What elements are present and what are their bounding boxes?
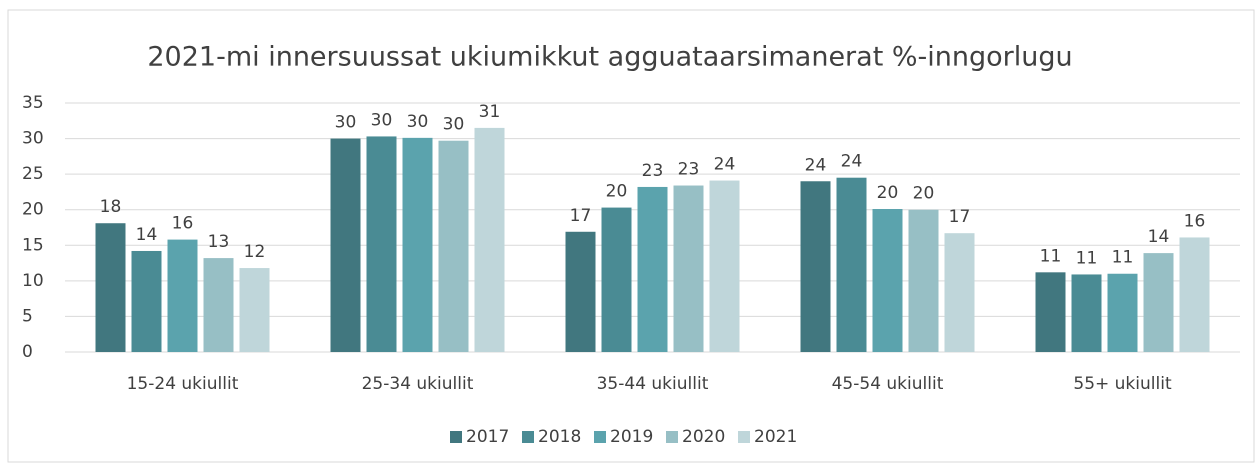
value-label: 30 [335, 113, 357, 133]
value-label: 16 [1184, 211, 1206, 231]
bar [1071, 274, 1102, 352]
x-tick-label: 25-34 ukiullit [362, 374, 474, 394]
value-label: 16 [172, 214, 194, 234]
bar [330, 138, 361, 352]
y-tick-label: 25 [22, 164, 44, 184]
x-tick-label: 55+ ukiullit [1073, 374, 1172, 394]
value-label: 30 [407, 112, 429, 132]
bar [709, 180, 740, 352]
bar [944, 233, 975, 352]
value-label: 14 [136, 225, 158, 245]
value-label: 23 [642, 161, 664, 181]
y-tick-label: 0 [22, 342, 33, 362]
x-tick-label: 45-54 ukiullit [832, 374, 944, 394]
value-label: 24 [805, 155, 827, 175]
legend-label: 2019 [610, 427, 653, 447]
value-label: 12 [244, 242, 266, 262]
bar [438, 140, 469, 352]
y-tick-label: 30 [22, 129, 44, 149]
bar [167, 239, 198, 352]
bar [673, 185, 704, 352]
value-label: 18 [100, 197, 122, 217]
value-label: 30 [371, 110, 393, 130]
value-label: 20 [606, 182, 628, 202]
bar [131, 250, 162, 352]
y-tick-label: 5 [22, 306, 33, 326]
bar [1179, 237, 1210, 352]
legend-label: 2017 [466, 427, 509, 447]
y-tick-label: 20 [22, 200, 44, 220]
bar [800, 181, 831, 352]
value-label: 11 [1112, 248, 1134, 268]
value-label: 14 [1148, 227, 1170, 247]
value-label: 17 [949, 207, 971, 227]
x-tick-label: 35-44 ukiullit [597, 374, 709, 394]
legend-swatch [594, 431, 606, 443]
bar [836, 177, 867, 352]
value-label: 20 [913, 184, 935, 204]
legend-label: 2018 [538, 427, 581, 447]
value-label: 31 [479, 102, 501, 122]
bar [872, 209, 903, 352]
bar [1143, 253, 1174, 352]
bar [203, 258, 234, 352]
bar [637, 186, 668, 352]
legend-label: 2020 [682, 427, 725, 447]
legend-swatch [450, 431, 462, 443]
value-label: 13 [208, 232, 230, 252]
bar [239, 268, 270, 352]
chart-title: 2021-mi innersuussat ukiumikkut agguataa… [147, 42, 1072, 73]
y-tick-label: 10 [22, 271, 44, 291]
bar [366, 136, 397, 352]
bar [601, 207, 632, 352]
bar [474, 127, 505, 353]
bar [95, 223, 126, 352]
value-label: 11 [1076, 248, 1098, 268]
legend-label: 2021 [754, 427, 797, 447]
bar [402, 137, 433, 352]
value-label: 24 [714, 155, 736, 175]
y-tick-label: 15 [22, 235, 44, 255]
legend-swatch [666, 431, 678, 443]
value-label: 11 [1040, 246, 1062, 266]
value-label: 24 [841, 152, 863, 172]
value-label: 17 [570, 206, 592, 226]
bar [565, 231, 596, 352]
legend-swatch [522, 431, 534, 443]
bar [1035, 272, 1066, 352]
legend-swatch [738, 431, 750, 443]
y-tick-label: 35 [22, 93, 44, 113]
bar [908, 209, 939, 352]
value-label: 20 [877, 183, 899, 203]
x-tick-label: 15-24 ukiullit [127, 374, 239, 394]
value-label: 30 [443, 115, 465, 135]
bar [1107, 273, 1138, 352]
value-label: 23 [678, 160, 700, 180]
